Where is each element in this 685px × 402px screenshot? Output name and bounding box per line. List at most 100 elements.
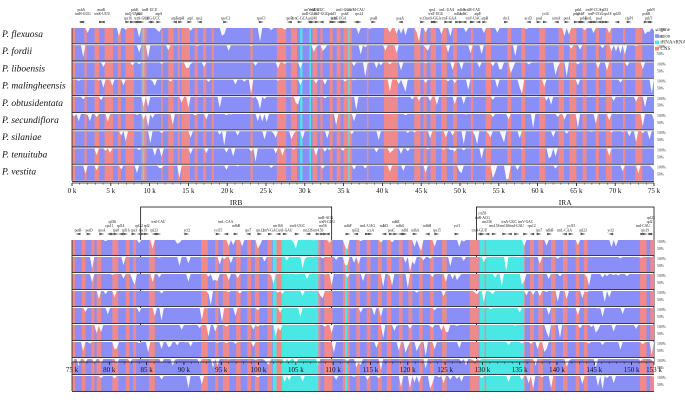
track-cns-fill xyxy=(453,62,457,78)
gene-label: rpl20 xyxy=(613,12,621,16)
track-cns-fill xyxy=(222,291,230,306)
gene-arrow-icon xyxy=(215,232,221,236)
track-cns-fill xyxy=(366,114,369,130)
track-cns-fill xyxy=(569,28,577,44)
gene-label: psbT xyxy=(645,16,653,20)
track-cns-fill xyxy=(194,62,198,78)
track-cns-fill xyxy=(575,240,580,255)
track-cns-fill xyxy=(168,28,174,44)
track-cns-fill xyxy=(247,325,252,340)
track-cns-fill xyxy=(622,96,626,112)
track-cns-fill xyxy=(96,325,102,340)
gene-arrow-icon xyxy=(282,232,288,236)
track-cns-fill xyxy=(201,240,208,255)
gene-label: psbL xyxy=(575,8,582,12)
gene-label: psbZ xyxy=(342,12,349,16)
track-cns-fill xyxy=(117,62,121,78)
track-cns-fill xyxy=(558,165,564,181)
track-cns-fill xyxy=(605,114,613,130)
track-cns-fill xyxy=(133,240,137,255)
gene-label: petB xyxy=(75,228,82,232)
track-cns-fill xyxy=(569,79,577,95)
track-cns-fill xyxy=(398,274,403,289)
species-label: P. malingheensis xyxy=(1,82,66,92)
track-cns-fill xyxy=(539,96,546,112)
track-cns-fill xyxy=(430,62,436,78)
gene-label: atpF xyxy=(171,16,177,20)
gene-arrow-icon xyxy=(144,232,150,236)
track-cns-fill xyxy=(398,291,403,306)
track-cns-fill xyxy=(430,342,434,357)
track-cns-fill xyxy=(222,257,230,272)
track-cns-fill xyxy=(316,291,321,306)
track-cns-fill xyxy=(211,114,215,130)
track-cns-fill xyxy=(575,325,580,340)
track-cns-fill xyxy=(343,79,353,95)
track-trna-fill xyxy=(486,308,525,323)
track-cns-fill xyxy=(398,359,403,374)
gene-arrow-icon xyxy=(412,232,418,236)
track-cns-fill xyxy=(274,274,283,289)
track-cns-fill xyxy=(117,45,121,61)
track-cns-fill xyxy=(96,240,102,255)
alignment-track: 100% 50% xyxy=(72,165,667,182)
gene-label: trnR-ACG xyxy=(318,216,334,220)
gene-label: trnR-UCU xyxy=(142,8,158,12)
track-cns-fill xyxy=(469,291,479,306)
track-cns-fill xyxy=(442,342,447,357)
gene-label: trnP-UGG xyxy=(588,12,603,16)
gene-label: rrn4.5S xyxy=(313,228,324,232)
x-tick-label: 50 k xyxy=(454,187,467,195)
track-cns-fill xyxy=(133,257,137,272)
track-trna-fill xyxy=(300,79,303,95)
gene-arrow-icon xyxy=(482,20,488,24)
track-trna-fill xyxy=(479,308,485,323)
legend-swatch xyxy=(655,46,659,51)
track-cns-fill xyxy=(215,257,219,272)
gene-label: trnG-GCC xyxy=(336,8,352,12)
track-cns-fill xyxy=(635,114,643,130)
track-cns-fill xyxy=(72,114,76,130)
gene-arrow-icon xyxy=(331,20,337,24)
track-trna-fill xyxy=(142,45,145,61)
track-cns-fill xyxy=(112,359,119,374)
track-cns-fill xyxy=(72,131,76,147)
track-cns-fill xyxy=(521,165,526,181)
track-trna-fill xyxy=(345,325,348,340)
gene-arrow-icon xyxy=(140,232,146,236)
track-cns-fill xyxy=(575,257,580,272)
track-trna-fill xyxy=(281,342,319,357)
gene-label: trnV-GAC xyxy=(518,220,534,224)
track-cns-fill xyxy=(250,96,253,112)
track-trna-fill xyxy=(345,274,348,289)
track-cns-fill xyxy=(441,28,447,44)
track-cns-fill xyxy=(236,359,241,374)
track-cns-fill xyxy=(148,274,155,289)
track-cns-fill xyxy=(622,148,626,164)
track-cns-fill xyxy=(247,359,252,374)
track-cns-fill xyxy=(320,114,323,130)
gene-label: rrn23S xyxy=(303,228,313,232)
alignment-track: 100% 50% xyxy=(72,148,667,165)
track-cns-fill xyxy=(168,79,174,95)
gene-arrow-icon xyxy=(429,20,435,24)
track-cns-fill xyxy=(316,257,321,272)
track-cns-fill xyxy=(442,274,447,289)
gene-label: rrn16S xyxy=(500,224,510,228)
track-cns-fill xyxy=(117,28,121,44)
track-pct-100: 100% xyxy=(657,148,667,152)
track-cns-fill xyxy=(148,342,155,357)
gene-label: psbD xyxy=(328,12,336,16)
track-pct-50: 50% xyxy=(657,172,665,176)
track-cns-fill xyxy=(575,291,580,306)
track-cns-fill xyxy=(254,359,260,374)
track-cns-fill xyxy=(418,376,423,391)
track-pct-50: 50% xyxy=(657,366,665,370)
track-cns-fill xyxy=(639,308,647,323)
gene-label: trnW-CCA xyxy=(586,8,602,12)
track-cns-fill xyxy=(274,342,283,357)
track-cns-fill xyxy=(211,62,215,78)
track-cns-fill xyxy=(96,308,102,323)
track-cns-fill xyxy=(94,28,100,44)
track-cns-fill xyxy=(336,131,341,147)
